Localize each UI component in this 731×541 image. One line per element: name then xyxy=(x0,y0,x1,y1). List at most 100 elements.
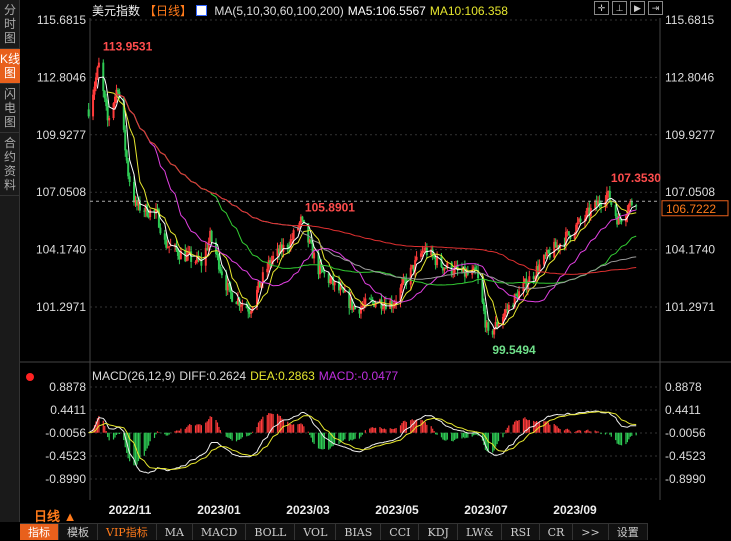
step-icon[interactable]: ⇥ xyxy=(648,1,663,15)
candle-body xyxy=(289,239,292,249)
sidebar-tab[interactable]: K线图 xyxy=(0,49,20,84)
candle-body xyxy=(291,239,294,241)
indicator-tab[interactable]: 指标 xyxy=(20,524,59,540)
ma-chart-icon[interactable] xyxy=(196,5,208,16)
candle-body xyxy=(421,251,424,254)
candle-body xyxy=(538,264,541,273)
candle-body xyxy=(567,231,570,236)
candle-body xyxy=(535,266,538,278)
candle-body xyxy=(267,260,270,269)
indicator-tab[interactable]: 设置 xyxy=(609,524,648,540)
candle-body xyxy=(96,67,99,78)
candle-body xyxy=(114,96,116,104)
candle-body xyxy=(272,255,275,260)
candle-body xyxy=(585,210,588,219)
candle-body xyxy=(200,259,203,266)
candle-body xyxy=(279,244,282,254)
candle-body xyxy=(286,244,289,249)
candle-body xyxy=(460,269,463,272)
indicator-tab[interactable]: VIP指标 xyxy=(98,524,157,540)
candle-body xyxy=(343,290,346,293)
candle-body xyxy=(414,260,417,272)
candle-body xyxy=(409,267,412,285)
zoom-range-icon[interactable]: ⊥ xyxy=(612,1,627,15)
indicator-tab[interactable]: 模板 xyxy=(59,524,98,540)
indicator-tab[interactable]: LW& xyxy=(458,524,503,540)
candle-body xyxy=(422,250,425,252)
indicator-tab[interactable]: VOL xyxy=(295,524,337,540)
candle-body xyxy=(236,298,239,305)
sidebar-tab[interactable]: 闪电图 xyxy=(0,84,20,133)
candle-body xyxy=(168,246,171,248)
candle-body xyxy=(494,322,497,330)
candle-body xyxy=(600,204,603,207)
candle-body xyxy=(616,215,619,225)
candle-body xyxy=(348,290,351,309)
candle-body xyxy=(220,271,223,276)
indicator-tab[interactable]: MA xyxy=(157,524,193,540)
candle-body xyxy=(374,302,377,307)
candle-body xyxy=(276,248,279,256)
indicator-tab[interactable]: >> xyxy=(573,524,609,540)
candle-body xyxy=(219,269,222,272)
indicator-tab[interactable]: MACD xyxy=(193,524,247,540)
indicator-tab[interactable]: CR xyxy=(540,524,574,540)
indicator-tab[interactable]: CCI xyxy=(381,524,420,540)
candle-body xyxy=(327,273,330,283)
candle-body xyxy=(207,241,210,250)
candle-body xyxy=(261,272,264,283)
candle-body xyxy=(226,282,229,291)
candle-body xyxy=(482,302,485,312)
candle-body xyxy=(310,239,313,243)
indicator-tab[interactable]: KDJ xyxy=(419,524,458,540)
ma30-line xyxy=(114,94,637,303)
candle-body xyxy=(190,251,193,262)
candle-body xyxy=(299,216,302,223)
candle-body xyxy=(206,248,209,250)
candle-body xyxy=(383,303,386,309)
candle-body xyxy=(630,201,633,206)
indicator-tab[interactable]: RSI xyxy=(502,524,540,540)
y-tick-left: 107.0508 xyxy=(36,185,86,199)
play-icon[interactable]: ▶ xyxy=(630,1,645,15)
sidebar-tab[interactable]: 分时图 xyxy=(0,0,20,49)
candle-body xyxy=(105,98,108,107)
macd-tick-right: -0.8990 xyxy=(665,472,706,486)
candle-body xyxy=(378,299,381,303)
period-selector[interactable]: 日线 ▲ xyxy=(34,509,77,524)
candle-body xyxy=(342,288,345,293)
candle-body xyxy=(402,278,405,284)
candle-body xyxy=(515,294,518,296)
indicator-tab[interactable]: BOLL xyxy=(246,524,296,540)
candle-body xyxy=(364,298,367,304)
candle-body xyxy=(258,281,261,288)
sidebar-tab[interactable]: 合约资料 xyxy=(0,133,20,196)
candle-body xyxy=(525,278,528,290)
candle-body xyxy=(512,304,515,308)
candle-body xyxy=(301,216,304,220)
candle-body xyxy=(93,86,96,95)
macd-label: MACD(26,12,9) xyxy=(92,369,176,383)
candle-body xyxy=(370,299,373,301)
candle-body xyxy=(115,89,118,97)
candle-body xyxy=(579,218,582,222)
crosshair-icon[interactable]: ✛ xyxy=(594,1,609,15)
candle-body xyxy=(292,230,295,240)
candle-body xyxy=(256,289,259,307)
candle-body xyxy=(323,272,326,274)
candle-body xyxy=(260,282,263,288)
macd-tick-left: -0.8990 xyxy=(45,472,86,486)
candle-body xyxy=(607,190,610,193)
candle-body xyxy=(116,89,119,92)
candle-body xyxy=(165,239,168,248)
candle-body xyxy=(481,278,484,303)
candle-body xyxy=(108,118,111,121)
candle-body xyxy=(169,245,172,247)
indicator-tab[interactable]: BIAS xyxy=(336,524,382,540)
period-tag[interactable]: 【日线】 xyxy=(144,4,193,18)
candle-body xyxy=(329,279,332,283)
candle-body xyxy=(557,245,560,249)
candle-body xyxy=(217,255,220,270)
candle-body xyxy=(106,106,109,121)
